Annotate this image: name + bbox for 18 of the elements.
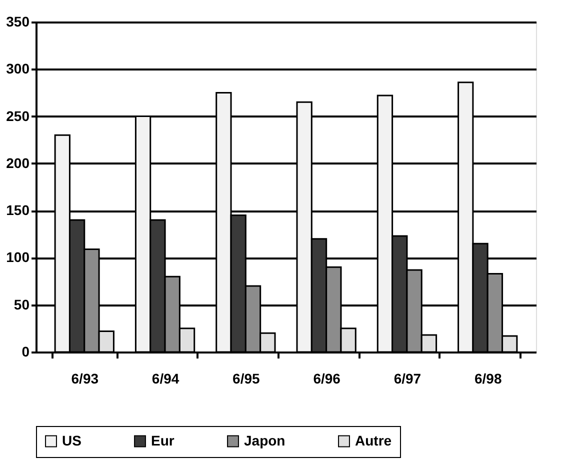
legend-label: US	[62, 432, 82, 448]
x-tick-label: 6/97	[394, 370, 422, 386]
y-tick-label: 50	[14, 296, 30, 312]
x-tick-label: 6/93	[71, 370, 99, 386]
y-tick-label: 300	[6, 60, 30, 77]
y-tick-label: 250	[6, 108, 30, 124]
y-tick-label: 150	[6, 202, 30, 218]
legend-label: Eur	[151, 432, 175, 448]
y-tick-label: 200	[6, 154, 30, 171]
x-tick-label: 6/96	[313, 370, 341, 386]
x-tick-label: 6/94	[152, 370, 180, 386]
y-tick-label: 100	[6, 249, 30, 266]
y-tick-label: 350	[6, 14, 30, 30]
y-tick-label: 0	[22, 344, 30, 360]
x-tick-label: 6/98	[474, 370, 502, 386]
legend-label: Autre	[355, 432, 392, 448]
x-tick-label: 6/95	[232, 370, 260, 386]
legend-label: Japon	[244, 432, 286, 448]
